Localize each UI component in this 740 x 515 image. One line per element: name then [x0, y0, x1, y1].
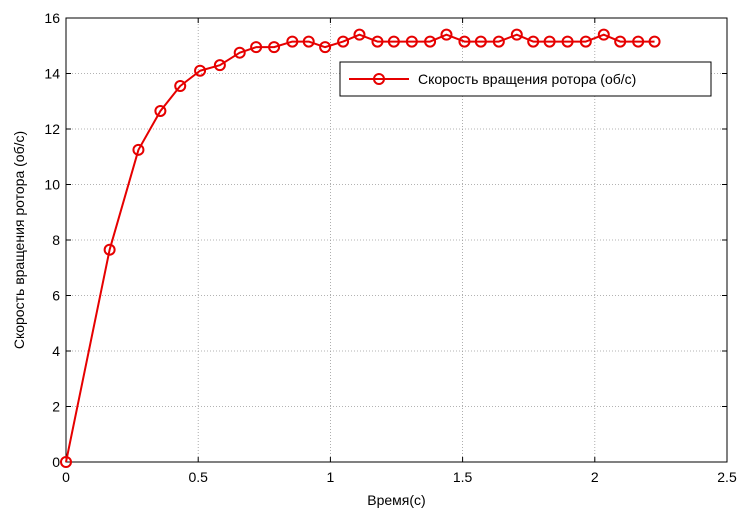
y-tick-label: 4 [52, 343, 60, 359]
data-point [648, 35, 661, 48]
x-tick-label: 2.5 [717, 469, 737, 485]
y-tick-label: 0 [52, 454, 60, 470]
data-point [353, 28, 366, 41]
y-tick-label: 10 [44, 177, 60, 193]
data-point [458, 35, 471, 48]
series [60, 28, 661, 468]
axes [65, 17, 728, 463]
data-point [103, 243, 116, 256]
y-tick-label: 2 [52, 399, 60, 415]
tick-labels: 0 0.5 1 1.5 2 2.5 0 2 4 6 8 10 12 14 16 [44, 10, 737, 485]
legend-label: Скорость вращения ротора (об/с) [418, 71, 636, 87]
data-point [440, 28, 453, 41]
data-point [527, 35, 540, 48]
data-point [632, 35, 645, 48]
data-point [371, 35, 384, 48]
y-tick-label: 12 [44, 121, 60, 137]
x-tick-label: 2 [591, 469, 599, 485]
data-point [233, 46, 246, 59]
series-line [65, 33, 655, 463]
data-point [510, 28, 523, 41]
data-point [268, 41, 281, 54]
data-point [561, 35, 574, 48]
data-point [597, 28, 610, 41]
legend-marker [373, 73, 385, 85]
y-axis-label: Скорость вращения ротора (об/с) [11, 131, 27, 349]
data-point [319, 41, 332, 54]
data-point [194, 64, 207, 77]
data-point [286, 35, 299, 48]
x-tick-label: 0.5 [188, 469, 208, 485]
y-tick-label: 6 [52, 288, 60, 304]
data-point [174, 79, 187, 92]
data-point [337, 35, 350, 48]
data-point [250, 41, 263, 54]
y-tick-label: 14 [44, 66, 60, 82]
data-point [424, 35, 437, 48]
data-point [387, 35, 400, 48]
data-point [492, 35, 505, 48]
data-point [132, 143, 145, 156]
data-point [405, 35, 418, 48]
y-tick-label: 8 [52, 232, 60, 248]
data-point [579, 35, 592, 48]
data-point [60, 456, 72, 468]
data-point [213, 59, 226, 72]
data-point [302, 35, 315, 48]
data-point [474, 35, 487, 48]
x-tick-label: 1.5 [453, 469, 473, 485]
data-point [154, 104, 167, 117]
x-axis-label: Время(с) [367, 492, 425, 508]
legend: Скорость вращения ротора (об/с) [339, 61, 712, 97]
data-point [614, 35, 627, 48]
x-tick-label: 1 [327, 469, 335, 485]
y-tick-label: 16 [44, 10, 60, 26]
data-point [543, 35, 556, 48]
x-tick-label: 0 [62, 469, 70, 485]
